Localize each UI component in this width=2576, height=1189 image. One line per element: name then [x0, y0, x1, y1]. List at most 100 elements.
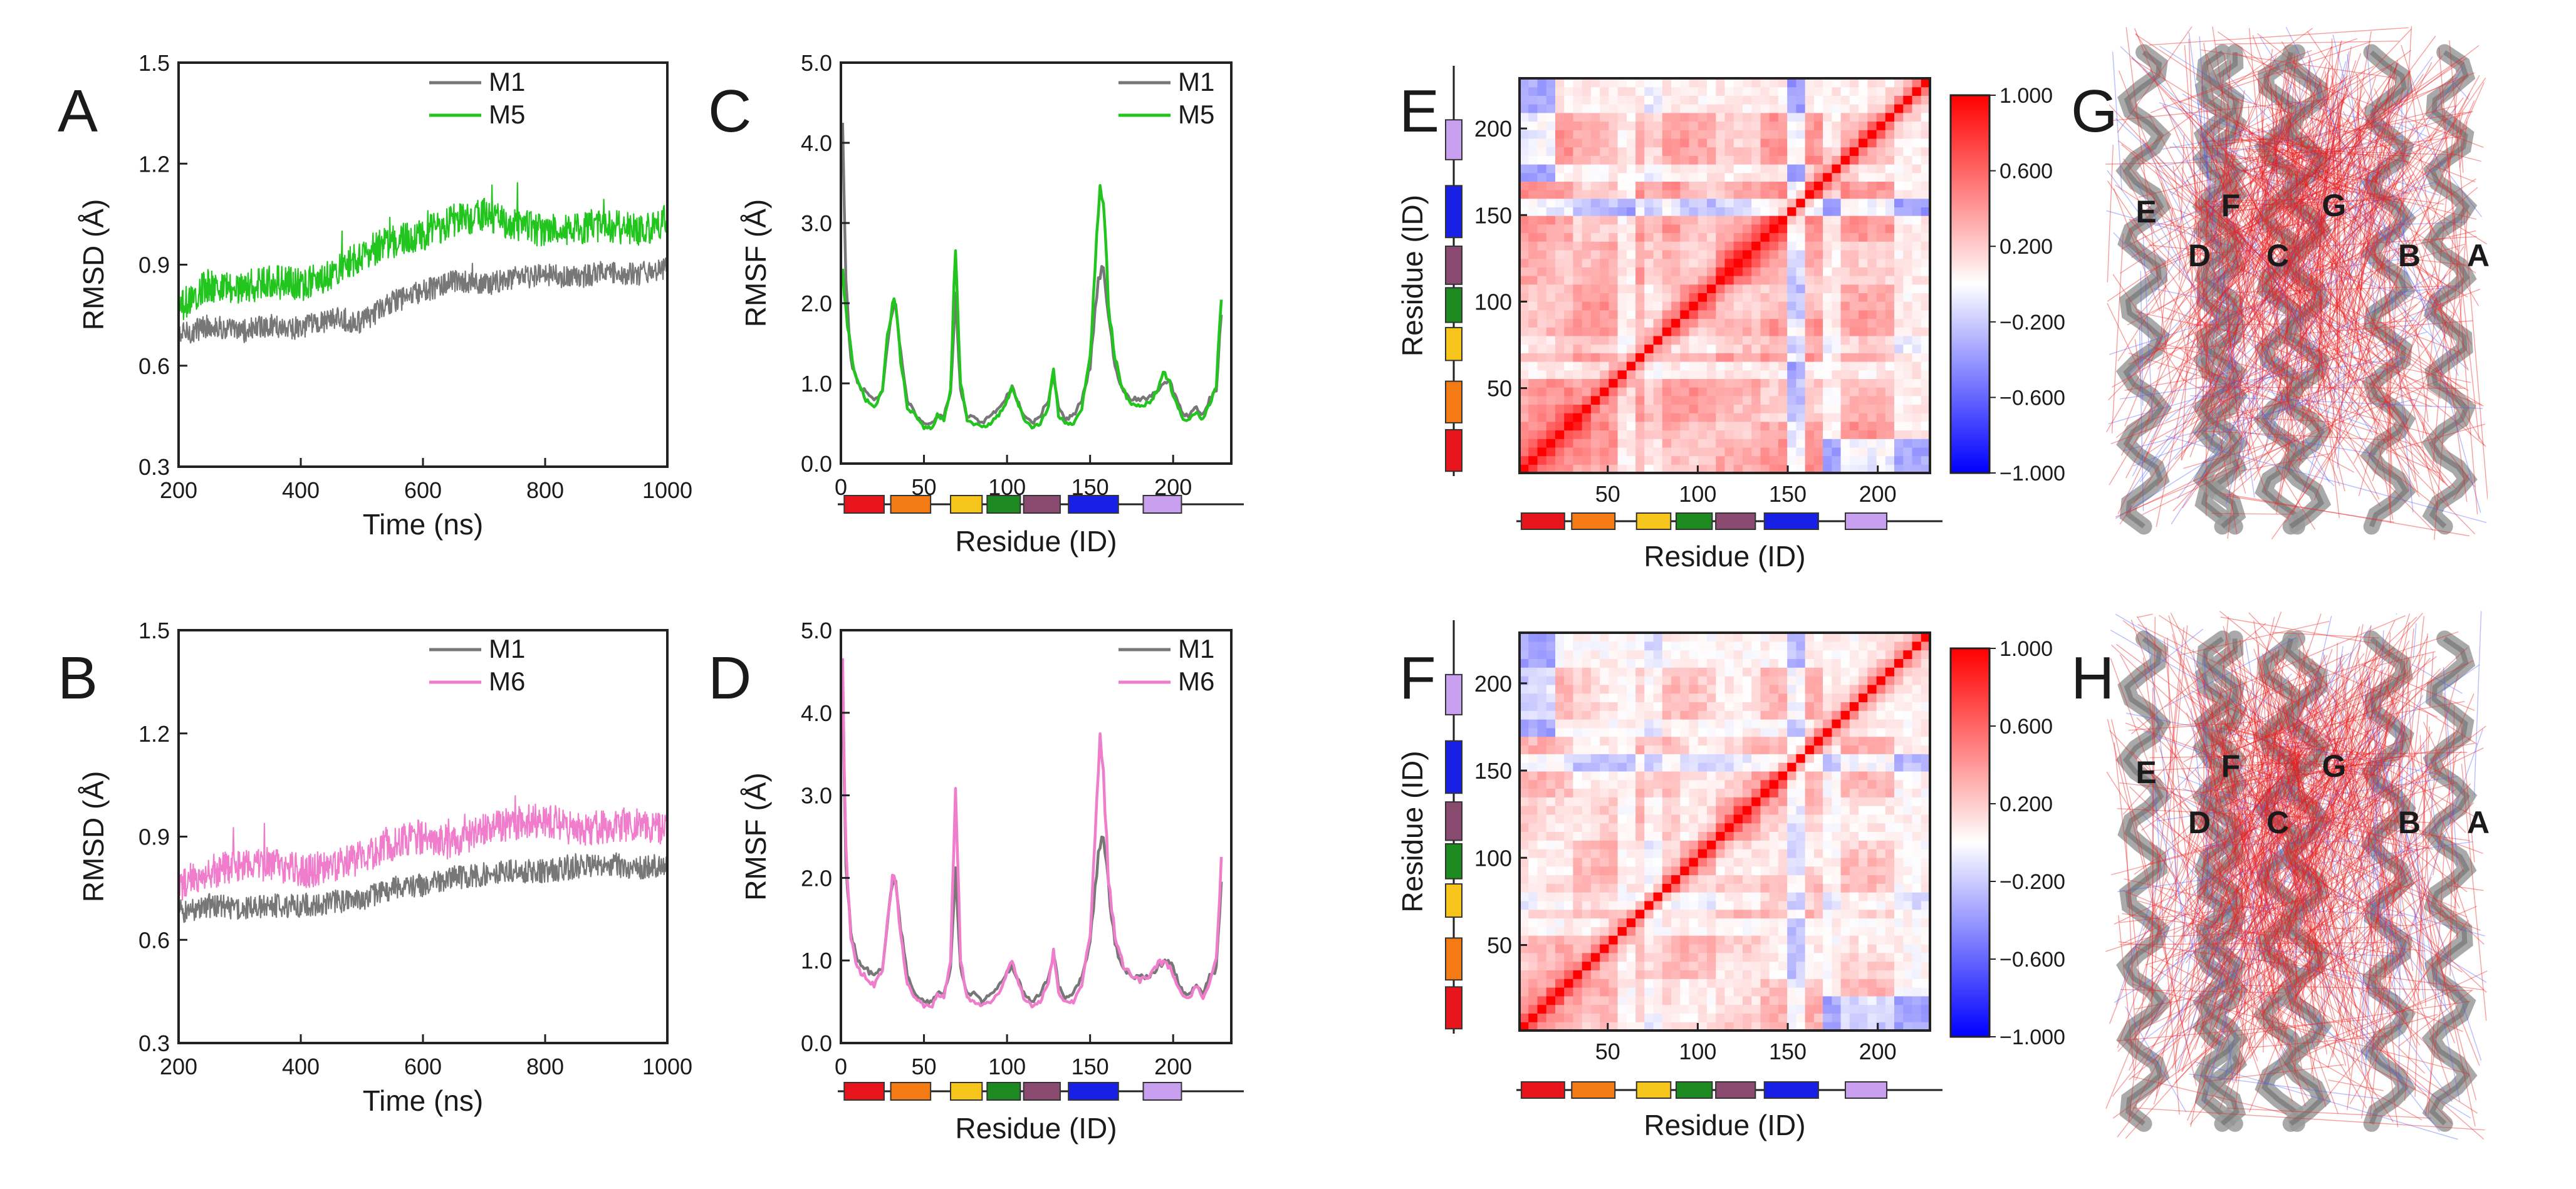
heatmap-cell	[1617, 952, 1627, 962]
heatmap-cell	[1520, 840, 1529, 849]
heatmap-cell	[1564, 667, 1573, 677]
heatmap-cell	[1707, 147, 1716, 156]
heatmap-cell	[1582, 641, 1592, 651]
heatmap-cell	[1760, 987, 1770, 997]
heatmap-cell	[1697, 413, 1708, 422]
heatmap-cell	[1724, 130, 1734, 139]
positive-correlation-line	[2234, 164, 2387, 359]
heatmap-cell	[1520, 970, 1529, 979]
heatmap-cell	[1876, 327, 1886, 336]
heatmap-cell	[1921, 147, 1931, 156]
heatmap-cell	[1697, 875, 1708, 884]
heatmap-cell	[1644, 293, 1654, 302]
heatmap-cell	[1894, 361, 1904, 371]
heatmap-cell	[1724, 719, 1734, 729]
heatmap-cell	[1609, 806, 1619, 815]
heatmap-cell	[1805, 727, 1815, 737]
heatmap-cell	[1689, 892, 1699, 901]
heatmap-cell	[1573, 1004, 1583, 1014]
heatmap-cell	[1912, 831, 1922, 841]
heatmap-cell	[1520, 164, 1529, 174]
heatmap-cell	[1912, 927, 1922, 936]
heatmap-cell	[1724, 883, 1734, 893]
heatmap-cell	[1859, 849, 1868, 858]
heatmap-cell	[1662, 849, 1672, 858]
heatmap-cell	[1573, 378, 1583, 388]
heatmap-cell	[1867, 710, 1877, 720]
heatmap-cell	[1564, 147, 1573, 156]
heatmap-cell	[1635, 970, 1645, 979]
heatmap-cell	[1520, 344, 1529, 353]
heatmap-cell	[1760, 404, 1770, 413]
heatmap-cell	[1921, 361, 1931, 371]
heatmap-cell	[1805, 464, 1815, 474]
heatmap-cell	[1689, 1022, 1699, 1031]
heatmap-cell	[1787, 866, 1796, 876]
heatmap-cell	[1671, 927, 1681, 936]
heatmap-cell	[1832, 909, 1842, 919]
heatmap-cell	[1751, 909, 1761, 919]
y-tick-label: 4.0	[801, 700, 832, 726]
heatmap-cell	[1903, 464, 1913, 474]
heatmap-cell	[1564, 702, 1573, 711]
heatmap-cell	[1921, 814, 1931, 824]
positive-correlation-line	[2186, 236, 2477, 255]
heatmap-cell	[1813, 883, 1823, 893]
heatmap-cell	[1813, 1022, 1823, 1031]
heatmap-cell	[1662, 979, 1672, 988]
heatmap-cell	[1707, 970, 1716, 979]
heatmap-cell	[1743, 745, 1752, 754]
heatmap-cell	[1590, 95, 1600, 105]
heatmap-cell	[1912, 112, 1922, 122]
positive-correlation-line	[2202, 216, 2357, 237]
heatmap-cell	[1778, 710, 1788, 720]
heatmap-cell	[1653, 164, 1663, 174]
heatmap-cell	[1653, 961, 1663, 970]
heatmap-cell	[1849, 164, 1859, 174]
heatmap-cell	[1769, 918, 1779, 927]
heatmap-cell	[1609, 1013, 1619, 1022]
heatmap-cell	[1662, 215, 1672, 225]
heatmap-cell	[1751, 258, 1761, 267]
heatmap-cell	[1867, 979, 1877, 988]
heatmap-cell	[1537, 387, 1547, 397]
heatmap-cell	[1743, 464, 1752, 474]
sse-segment	[1445, 843, 1463, 880]
heatmap-cell	[1912, 164, 1922, 174]
heatmap-cell	[1885, 138, 1895, 148]
heatmap-cell	[1849, 130, 1859, 139]
heatmap-cell	[1769, 900, 1779, 910]
heatmap-cell	[1778, 164, 1788, 174]
heatmap-cell	[1867, 258, 1877, 267]
heatmap-cell	[1840, 658, 1850, 668]
heatmap-cell	[1849, 147, 1859, 156]
heatmap-cell	[1590, 413, 1600, 422]
heatmap-cell	[1564, 909, 1573, 919]
positive-correlation-line	[2246, 63, 2394, 137]
heatmap-cell	[1697, 1022, 1708, 1031]
positive-correlation-line	[2187, 65, 2334, 274]
heatmap-cell	[1609, 353, 1619, 362]
heatmap-cell	[1653, 892, 1663, 901]
heatmap-cell	[1537, 232, 1547, 242]
heatmap-cell	[1716, 301, 1726, 311]
heatmap-cell	[1724, 918, 1734, 927]
heatmap-cell	[1644, 121, 1654, 130]
heatmap-cell	[1813, 641, 1823, 651]
heatmap-cell	[1609, 995, 1619, 1005]
negative-correlation-line	[2211, 264, 2294, 281]
heatmap-cell	[1733, 164, 1743, 174]
heatmap-cell	[1751, 395, 1761, 405]
negative-correlation-line	[2154, 165, 2342, 227]
heatmap-cell	[1796, 658, 1806, 668]
heatmap-cell	[1903, 900, 1913, 910]
heatmap-cell	[1787, 78, 1796, 88]
heatmap-cell	[1564, 866, 1573, 876]
colorbar	[1949, 94, 1991, 474]
heatmap-cell	[1626, 979, 1636, 988]
heatmap-cell	[1903, 875, 1913, 884]
heatmap-cell	[1733, 138, 1743, 148]
heatmap-cell	[1796, 806, 1806, 815]
heatmap-cell	[1760, 309, 1770, 319]
heatmap-cell	[1671, 95, 1681, 105]
